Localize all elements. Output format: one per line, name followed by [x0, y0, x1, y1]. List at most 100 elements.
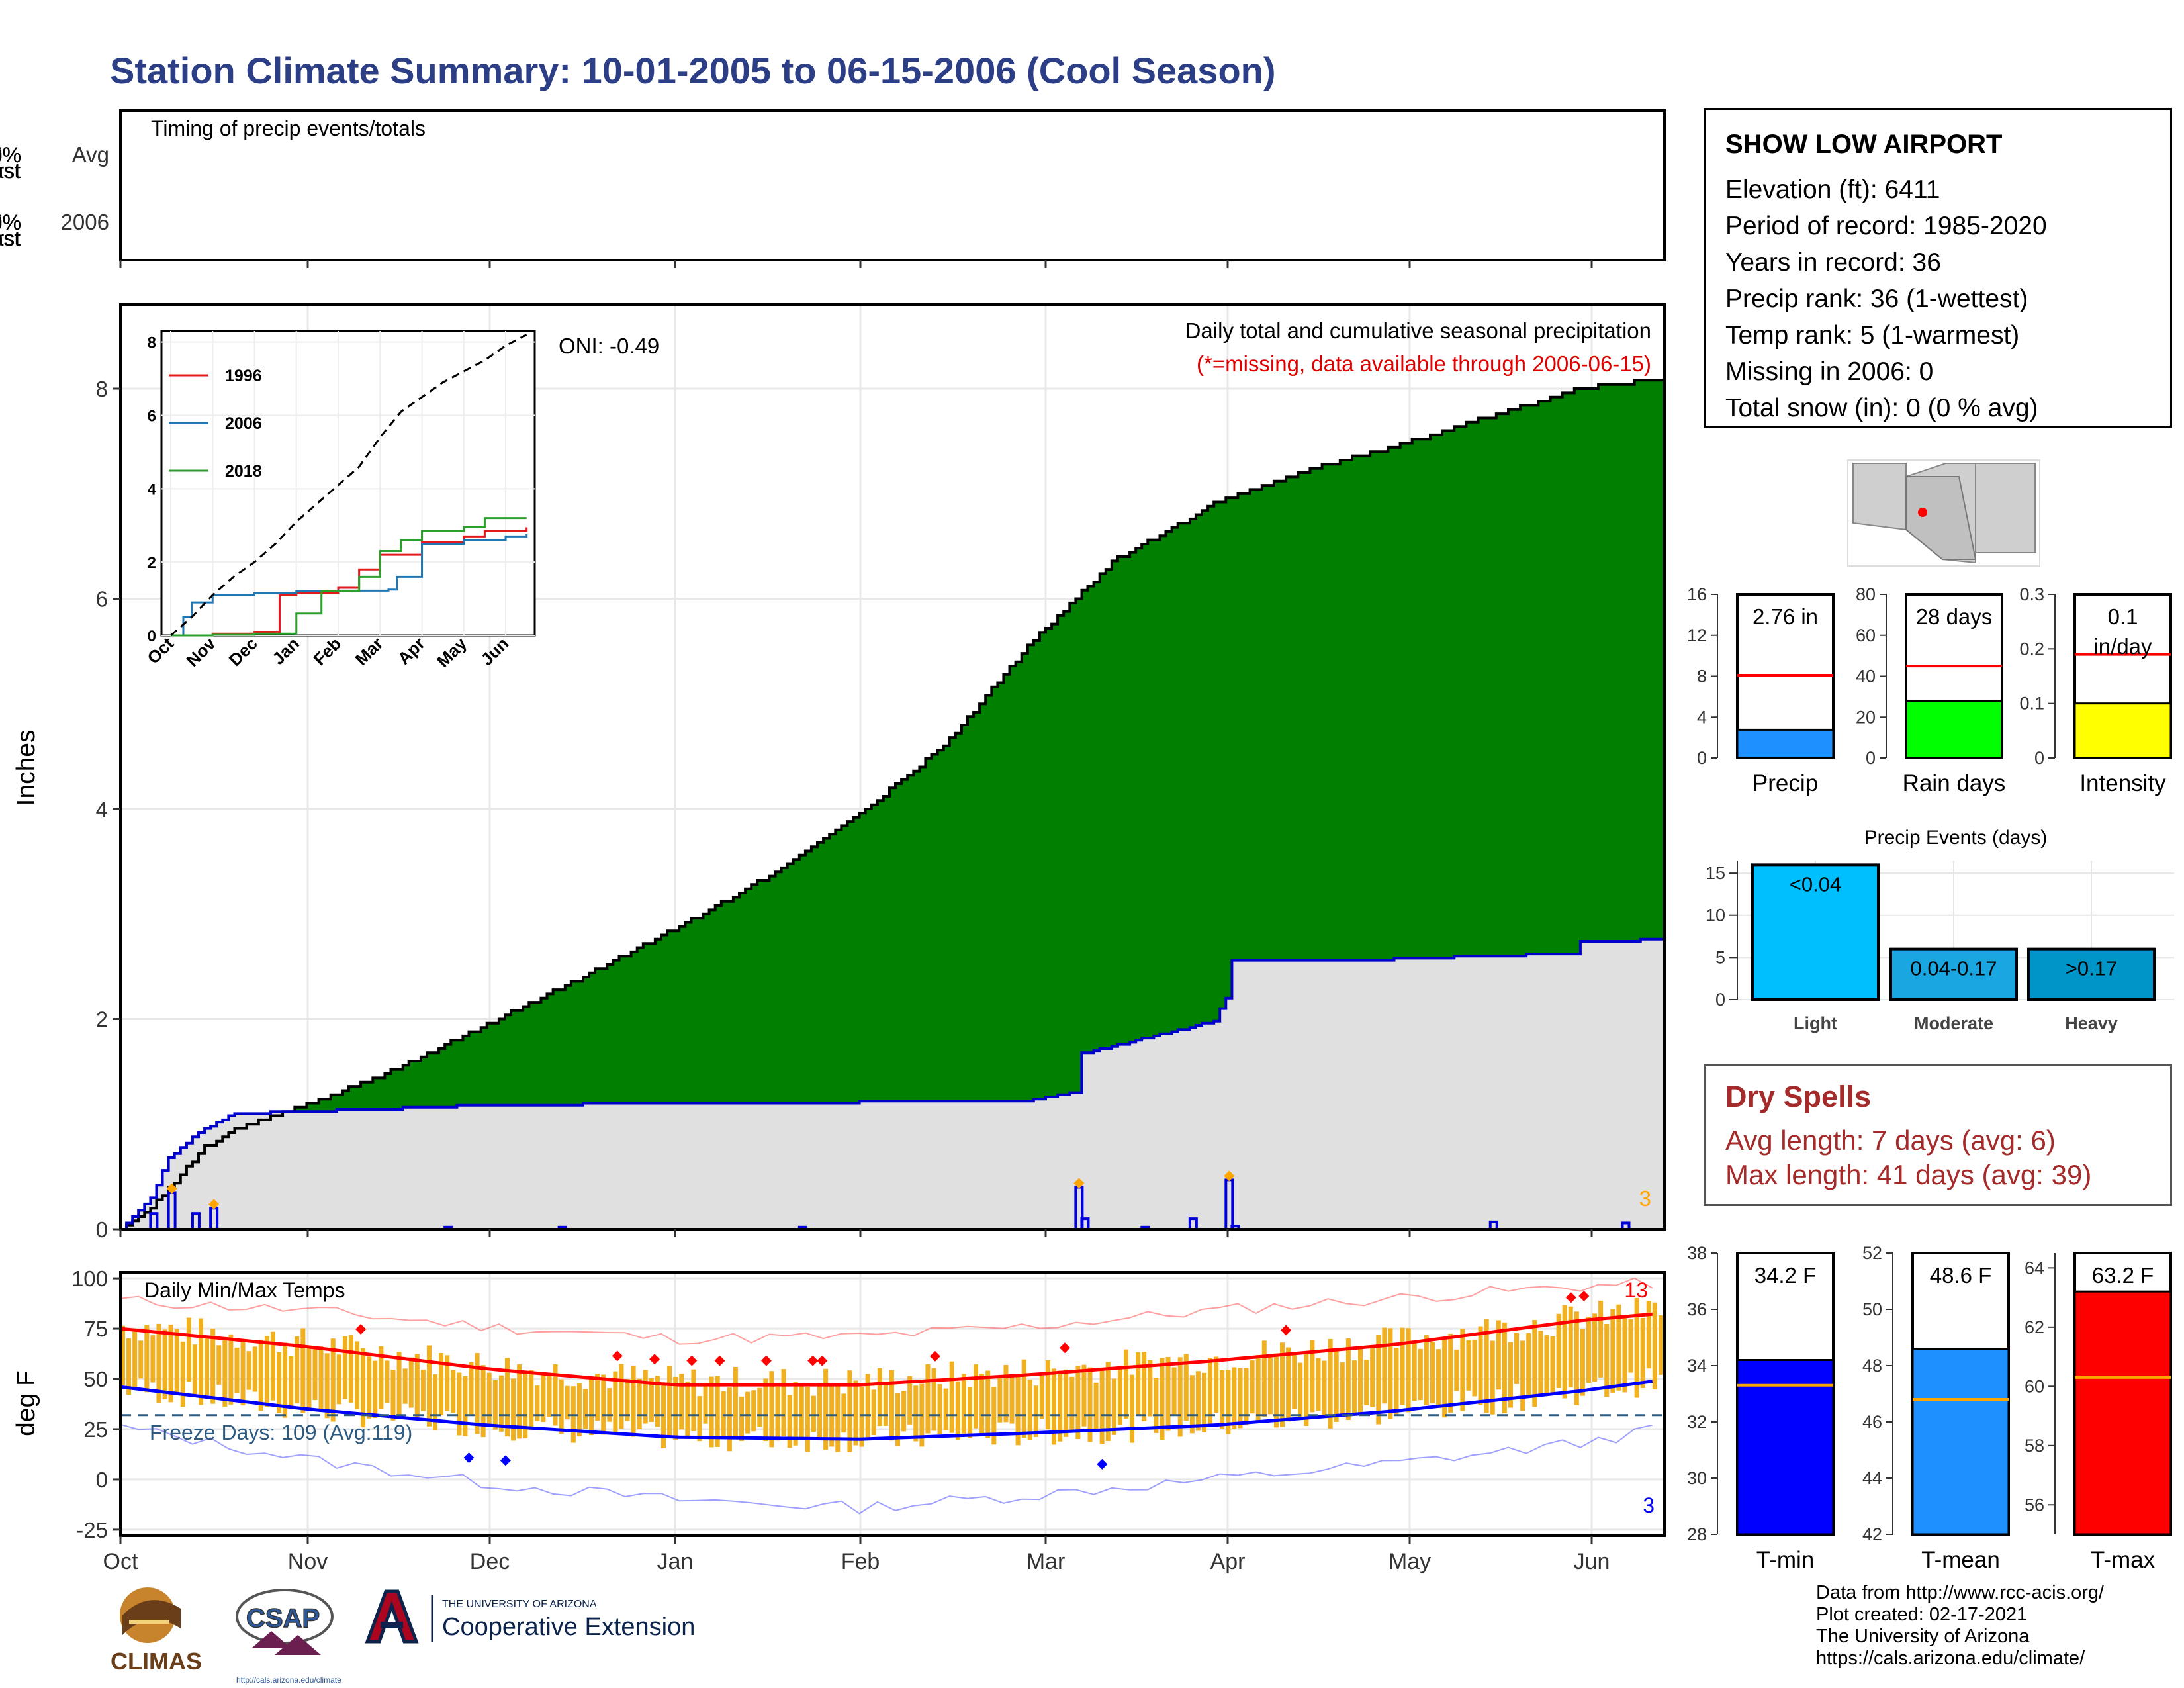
timing-p50-label: 50% [0, 211, 21, 234]
events-ytick-label: 5 [1715, 947, 1725, 967]
daily-temp-bar [228, 1334, 234, 1405]
daily-temp-bar [607, 1388, 612, 1422]
daily-temp-bar [1472, 1339, 1477, 1397]
avg-cumulative-line [120, 376, 1666, 1231]
tmax-bar [2073, 1290, 2172, 1536]
tmean-ytick-label: 48 [1862, 1356, 1882, 1376]
station-elevation: Elevation (ft): 6411 [1725, 175, 1940, 204]
daily-temp-bar [835, 1385, 841, 1452]
tmean-ytick-label: 42 [1862, 1524, 1882, 1544]
intensity-ytick-label: 0 [2034, 748, 2044, 768]
tmin-ytick-label: 34 [1687, 1356, 1707, 1376]
daily-temp-bar [1244, 1368, 1249, 1426]
daily-temp-bar [643, 1370, 648, 1424]
record-high-marker [1578, 1290, 1590, 1301]
daily-temp-bar [1064, 1369, 1069, 1437]
daily-temp-bar [216, 1345, 222, 1385]
daily-temp-bar [306, 1345, 312, 1409]
daily-temp-bar [763, 1378, 768, 1442]
season-2006-line [120, 937, 1664, 1231]
tmax-value-label: 63.2 F [2092, 1263, 2154, 1288]
daily-temp-bar [1117, 1367, 1122, 1425]
precip-ytick-label: 6 [96, 587, 108, 612]
timing-row-label: Avg [72, 142, 109, 167]
daily-temp-bar [1081, 1364, 1087, 1427]
daily-temp-bar [1052, 1368, 1057, 1445]
daily-temp-bar [913, 1385, 919, 1442]
daily-temp-bar [199, 1318, 204, 1405]
daily-temp-bar [823, 1368, 829, 1450]
daily-temp-bar [769, 1371, 774, 1448]
daily-temp-bar [289, 1356, 294, 1410]
tmax-ytick-label: 56 [2025, 1495, 2044, 1515]
daily-temp-bar [991, 1387, 997, 1445]
daily-temp-bar [1550, 1336, 1555, 1393]
temp-xtick-label: Oct [103, 1549, 138, 1574]
daily-temp-bar [1658, 1315, 1663, 1375]
daily-temp-bar [1634, 1297, 1639, 1398]
temp-xtick-label: Jan [657, 1549, 694, 1574]
record-low-marker [463, 1452, 475, 1464]
daily-temp-bar [385, 1360, 390, 1403]
daily-temp-bar [1382, 1327, 1387, 1404]
daily-temp-bar [1316, 1358, 1321, 1411]
daily-temp-bar [841, 1393, 846, 1433]
events-bar [2027, 947, 2156, 1001]
daily-temp-bar [997, 1377, 1003, 1423]
precip-title: Daily total and cumulative seasonal prec… [1185, 318, 1651, 343]
daily-temp-bar [222, 1336, 228, 1407]
rain-days-chart: 0 20 40 60 80 28 days Rain days [1856, 585, 2005, 796]
station-temp-rank: Temp rank: 5 (1-warmest) [1725, 321, 2020, 350]
daily-temp-bar [270, 1331, 275, 1401]
inset-ytick-label: 8 [148, 334, 156, 352]
daily-temp-bar [379, 1346, 384, 1409]
daily-temp-bar [793, 1382, 798, 1446]
daily-temp-bar [943, 1388, 948, 1430]
station-info-box: SHOW LOW AIRPORT Elevation (ft): 6411 Pe… [1704, 108, 2172, 428]
credit-plot-created: Plot created: 02-17-2021 [1816, 1604, 2028, 1625]
temp-xtick-label: Mar [1026, 1549, 1066, 1574]
avg-tmax-line [120, 1312, 1653, 1387]
daily-temp-bar [1388, 1328, 1393, 1419]
record-high-marker [1565, 1292, 1576, 1303]
daily-temp-bar [174, 1329, 179, 1394]
daily-temp-bar [162, 1329, 167, 1399]
daily-temp-bar [1526, 1333, 1531, 1395]
daily-temp-bar [883, 1383, 888, 1426]
daily-temp-bar [1087, 1367, 1093, 1442]
rain-days-ytick-label: 80 [1856, 585, 1876, 604]
record-low-marker [500, 1455, 511, 1466]
rain-days-ytick-label: 40 [1856, 667, 1876, 686]
daily-temp-bar [751, 1390, 756, 1432]
daily-temp-bar [1364, 1360, 1369, 1406]
daily-temp-bar [811, 1395, 816, 1432]
precip-ytick-label: 8 [96, 377, 108, 401]
daily-temp-bar [1267, 1357, 1273, 1415]
daily-temp-bar [1058, 1370, 1063, 1442]
record-high-marker [649, 1354, 660, 1365]
daily-temp-bar [535, 1385, 540, 1421]
daily-temp-bar [451, 1370, 456, 1413]
daily-temp-bar [1220, 1370, 1225, 1429]
temp-title: Daily Min/Max Temps [144, 1278, 345, 1302]
timing-frame [119, 109, 1666, 261]
daily-temp-bar [805, 1387, 810, 1452]
tmin-xlabel: T-min [1756, 1547, 1815, 1573]
daily-temp-bar [498, 1375, 504, 1432]
tmean-ytick-label: 50 [1862, 1299, 1882, 1319]
daily-temp-bar [1111, 1378, 1116, 1435]
daily-temp-bar [1154, 1378, 1159, 1433]
daily-temp-bar [703, 1382, 708, 1424]
daily-temp-bar [1255, 1355, 1261, 1422]
daily-temp-bar [865, 1374, 870, 1440]
events-ytick-label: 15 [1706, 863, 1725, 883]
daily-temp-bar [1286, 1347, 1291, 1422]
oni-annotation: ONI: -0.49 [559, 334, 659, 358]
daily-temp-bar [1142, 1352, 1147, 1421]
daily-temp-bar [1484, 1319, 1489, 1413]
daily-temp-bar [414, 1354, 420, 1420]
tmean-chart: 42 44 46 48 50 52 48.6 F T-mean [1862, 1243, 2010, 1573]
rain-days-ytick-label: 60 [1856, 626, 1876, 645]
daily-temp-bar [295, 1336, 300, 1404]
precip-ytick-label: 4 [96, 797, 108, 821]
